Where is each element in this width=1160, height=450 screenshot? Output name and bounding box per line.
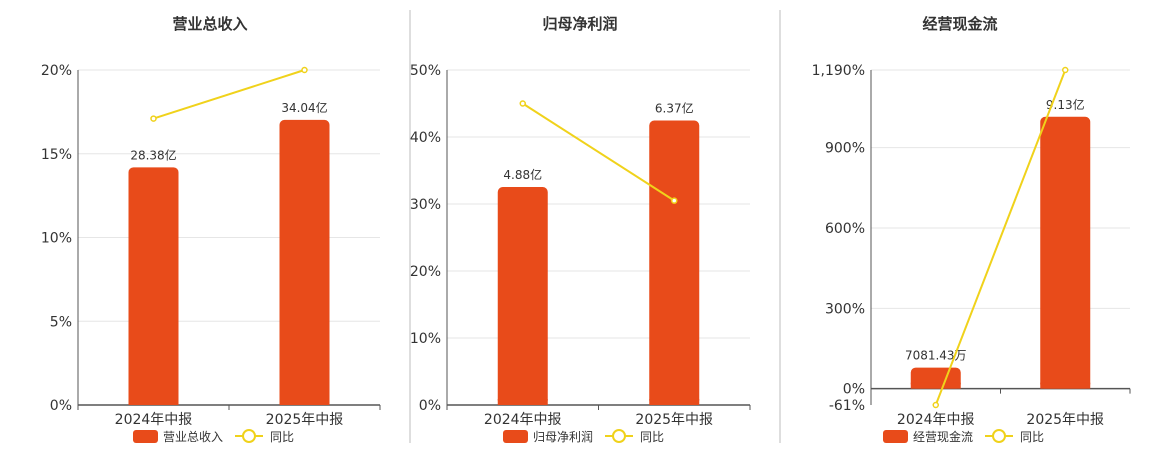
bar-value-label: 7081.43万 <box>905 349 967 363</box>
chart-panel-1: 营业总收入 0% 5% 10% 15% 20% 28.38亿 34.04亿 2024年中报 202… <box>41 15 381 444</box>
x-tick-label: 2024年中报 <box>115 412 193 428</box>
bar <box>279 119 330 405</box>
yoy-point <box>519 100 526 107</box>
x-tick-label: 2025年中报 <box>635 412 713 428</box>
y-tick-label: 5% <box>50 314 72 330</box>
bar-value-label: 34.04亿 <box>281 100 327 115</box>
legend-bar-swatch <box>503 430 528 443</box>
legend-bar-label: 营业总收入 <box>163 430 223 444</box>
yoy-point <box>150 115 157 122</box>
y-tick-label: 30% <box>410 197 441 213</box>
yoy-line <box>934 69 1067 406</box>
y-tick-label: 900% <box>825 141 865 157</box>
yoy-point <box>932 401 939 409</box>
legend-line-label: 同比 <box>640 430 664 444</box>
y-tick-label: 20% <box>41 63 72 79</box>
chart-title: 归母净利润 <box>542 15 617 33</box>
y-tick-label: 0% <box>843 382 865 398</box>
y-tick-label: 0% <box>419 398 441 414</box>
y-tick-label: 300% <box>825 301 865 317</box>
bar-base <box>910 382 961 389</box>
bar-base <box>497 399 548 405</box>
legend-line-marker <box>992 429 1006 443</box>
y-tick-label: 20% <box>410 264 441 280</box>
y-tick-label: 1,190% <box>812 63 865 79</box>
bar <box>1040 116 1091 389</box>
y-tick-label: 10% <box>410 331 441 347</box>
chart-title: 营业总收入 <box>172 15 247 33</box>
legend-line-label: 同比 <box>1020 430 1044 444</box>
legend-bar-label: 归母净利润 <box>533 430 593 444</box>
yoy-point <box>671 197 678 204</box>
bar <box>128 167 179 405</box>
chart-panel-2: 归母净利润 0% 10% 20% 30% 40% 50% 4.88亿 6.37亿 2024年中报 2… <box>410 15 751 444</box>
y-tick-label: 15% <box>41 147 72 163</box>
bar-value-label: 4.88亿 <box>503 167 542 182</box>
bar-value-label: 28.38亿 <box>130 147 176 162</box>
yoy-point <box>301 66 308 74</box>
y-tick-label: -61% <box>829 398 865 414</box>
bar-value-label: 6.37亿 <box>655 100 694 115</box>
legend-line-marker <box>242 429 256 443</box>
bar-base <box>279 399 330 405</box>
y-tick-label: 50% <box>410 63 441 79</box>
bar-value-label: 9.13亿 <box>1046 97 1085 112</box>
yoy-line <box>153 69 305 120</box>
chart-panel-3: 经营现金流 -61%0% 300% 600% 900% 1,190% 7081.43万 9.1… <box>812 15 1131 444</box>
x-tick-label: 2024年中报 <box>897 412 975 428</box>
legend-bar-label: 经营现金流 <box>913 429 973 444</box>
x-tick-label: 2025年中报 <box>1026 412 1104 428</box>
yoy-point <box>1062 66 1069 74</box>
bar-base <box>649 399 700 405</box>
y-tick-label: 10% <box>41 231 72 247</box>
legend-bar-swatch <box>133 430 158 443</box>
bar-base <box>128 399 179 405</box>
chart-title: 经营现金流 <box>922 15 997 33</box>
legend-line-marker <box>612 429 626 443</box>
bar <box>497 187 548 405</box>
y-tick-label: 600% <box>825 221 865 237</box>
yoy-line <box>522 102 675 202</box>
bar <box>649 120 700 406</box>
bar-base <box>1040 382 1091 389</box>
x-tick-label: 2024年中报 <box>484 412 562 428</box>
x-tick-label: 2025年中报 <box>266 412 344 428</box>
y-tick-label: 0% <box>50 398 72 414</box>
legend-bar-swatch <box>883 430 908 443</box>
legend-line-label: 同比 <box>270 430 294 444</box>
y-tick-label: 40% <box>410 130 441 146</box>
